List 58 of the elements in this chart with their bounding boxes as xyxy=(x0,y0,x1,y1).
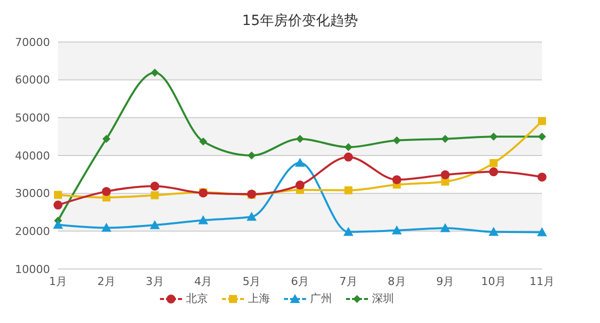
point xyxy=(344,152,353,162)
chart-title: 15年房价变化趋势 xyxy=(241,12,359,31)
legend-label: 上海 xyxy=(248,291,270,306)
point xyxy=(102,134,110,143)
point xyxy=(343,226,354,236)
point xyxy=(441,134,450,143)
point xyxy=(150,191,159,200)
point xyxy=(246,212,257,221)
y-tick-label: 30000 xyxy=(15,187,50,200)
legend-label: 北京 xyxy=(186,291,208,306)
y-tick-label: 10000 xyxy=(15,262,50,276)
y-tick-label: 60000 xyxy=(15,74,50,87)
point xyxy=(489,167,498,176)
point xyxy=(488,226,499,236)
legend-label: 广州 xyxy=(310,291,332,306)
x-tick-label: 9月 xyxy=(436,274,454,288)
x-tick-label: 3月 xyxy=(146,274,164,288)
point xyxy=(102,186,111,196)
point xyxy=(392,136,401,144)
point xyxy=(538,117,546,126)
x-tick-label: 10月 xyxy=(481,274,506,288)
point xyxy=(392,175,402,184)
y-tick-label: 70000 xyxy=(15,36,50,49)
y-tick-label: 50000 xyxy=(15,112,50,125)
x-tick-label: 7月 xyxy=(339,274,358,288)
x-tick-label: 4月 xyxy=(194,274,212,288)
point xyxy=(296,134,304,143)
point xyxy=(392,225,402,234)
y-tick-label: 40000 xyxy=(15,149,50,162)
y-tick-label: 20000 xyxy=(15,225,50,238)
point xyxy=(440,223,450,232)
point xyxy=(295,158,305,167)
point xyxy=(296,180,304,190)
point xyxy=(538,172,546,182)
point xyxy=(101,222,112,232)
point xyxy=(440,170,450,180)
point xyxy=(53,220,63,229)
point xyxy=(198,215,208,224)
point xyxy=(150,220,160,230)
x-tick-label: 2月 xyxy=(97,274,116,288)
point xyxy=(150,68,159,77)
point xyxy=(54,190,62,199)
x-tick-label: 8月 xyxy=(388,274,406,288)
legend-label: 深圳 xyxy=(372,291,394,306)
point xyxy=(490,159,498,168)
x-tick-label: 5月 xyxy=(242,274,261,288)
point xyxy=(490,132,498,141)
point xyxy=(54,200,62,210)
point xyxy=(537,227,547,236)
x-tick-label: 1月 xyxy=(49,274,67,288)
point xyxy=(199,138,208,146)
x-tick-label: 6月 xyxy=(291,274,309,288)
x-tick-label: 11月 xyxy=(530,274,554,288)
point xyxy=(150,182,160,191)
point xyxy=(344,143,352,152)
point xyxy=(538,132,546,141)
point xyxy=(248,152,256,160)
point xyxy=(344,186,352,194)
